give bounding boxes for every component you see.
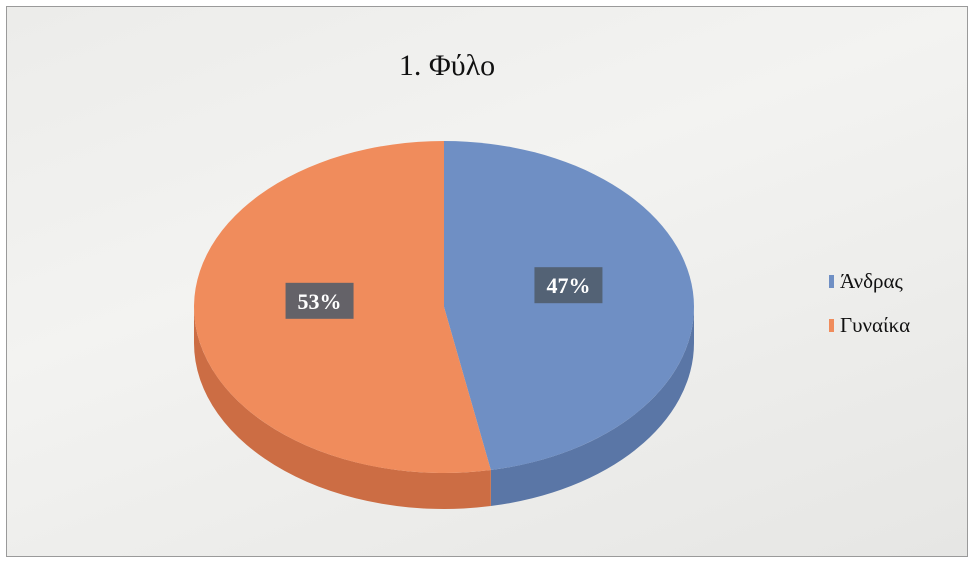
data-label-text-andras: 47% [546, 273, 590, 298]
data-label-andras: 47% [534, 267, 603, 304]
legend: Άνδρας Γυναίκα [829, 259, 910, 347]
legend-swatch-andras [829, 274, 834, 288]
legend-swatch-gynaika [829, 318, 834, 332]
data-label-bg-andras [534, 267, 603, 304]
legend-label-gynaika: Γυναίκα [840, 312, 911, 337]
pie-chart: 47% 53% [194, 141, 695, 509]
legend-label-andras: Άνδρας [840, 268, 903, 293]
chart-title: 1. Φύλο [398, 49, 496, 82]
legend-item-andras: Άνδρας [829, 259, 910, 303]
pie-slice-andras [444, 141, 695, 471]
pie-slice-side-andras [490, 307, 695, 507]
data-label-bg-gynaika [285, 282, 354, 319]
data-label-text-gynaika: 53% [298, 289, 342, 314]
legend-item-gynaika: Γυναίκα [829, 303, 910, 347]
pie-slice-side-gynaika [194, 307, 491, 509]
data-label-gynaika: 53% [285, 282, 354, 319]
chart-frame: 1. Φύλο 47% 53% Άνδρας Γυναίκα [6, 6, 968, 557]
